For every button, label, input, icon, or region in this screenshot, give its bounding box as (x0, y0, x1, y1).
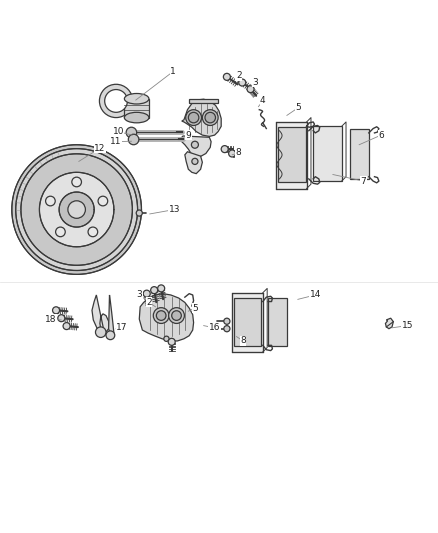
Circle shape (186, 110, 201, 125)
Text: 3: 3 (136, 290, 142, 300)
Circle shape (158, 285, 165, 292)
Circle shape (191, 141, 198, 148)
Polygon shape (234, 298, 261, 346)
Text: 2: 2 (236, 71, 241, 80)
Circle shape (169, 308, 184, 324)
Circle shape (105, 90, 127, 112)
Text: 12: 12 (94, 144, 106, 153)
Text: 13: 13 (169, 205, 180, 214)
Circle shape (58, 314, 65, 322)
Ellipse shape (124, 112, 149, 123)
Circle shape (202, 110, 218, 125)
Circle shape (59, 192, 94, 227)
Circle shape (16, 149, 138, 270)
Circle shape (223, 74, 230, 80)
Circle shape (164, 336, 169, 342)
Text: 6: 6 (378, 131, 384, 140)
Circle shape (53, 307, 60, 314)
Text: 14: 14 (310, 290, 321, 300)
Circle shape (172, 311, 181, 320)
Polygon shape (189, 99, 218, 103)
Text: 18: 18 (45, 314, 56, 324)
Text: 17: 17 (116, 324, 127, 332)
Text: 7: 7 (360, 176, 367, 185)
Polygon shape (139, 294, 194, 341)
Text: 3: 3 (252, 78, 258, 87)
Polygon shape (350, 128, 369, 179)
Circle shape (99, 84, 133, 118)
Circle shape (151, 287, 158, 294)
Text: 11: 11 (110, 137, 122, 146)
Circle shape (126, 127, 137, 138)
Polygon shape (313, 126, 342, 181)
Text: 8: 8 (240, 336, 246, 345)
Polygon shape (92, 295, 109, 333)
Polygon shape (180, 136, 211, 158)
Circle shape (229, 150, 236, 157)
Circle shape (188, 112, 199, 123)
Circle shape (143, 290, 150, 297)
Polygon shape (385, 318, 393, 329)
Circle shape (88, 227, 98, 237)
Circle shape (136, 210, 142, 216)
Circle shape (98, 196, 108, 206)
Text: 1: 1 (170, 67, 176, 76)
Polygon shape (268, 298, 287, 346)
Text: 2: 2 (146, 298, 152, 307)
Polygon shape (276, 122, 307, 189)
Text: 5: 5 (295, 103, 301, 112)
Polygon shape (109, 295, 114, 336)
Circle shape (12, 145, 141, 274)
Circle shape (68, 201, 85, 219)
Circle shape (247, 86, 254, 93)
Circle shape (239, 79, 246, 86)
Circle shape (192, 158, 198, 165)
Circle shape (72, 177, 81, 187)
Text: 5: 5 (192, 304, 198, 313)
Circle shape (156, 311, 166, 320)
Text: 15: 15 (402, 321, 413, 330)
Circle shape (224, 326, 230, 332)
Text: 9: 9 (185, 131, 191, 140)
Circle shape (168, 338, 175, 345)
Text: 8: 8 (236, 148, 242, 157)
Circle shape (153, 308, 169, 324)
Text: 10: 10 (113, 127, 124, 136)
Circle shape (56, 227, 65, 237)
Circle shape (128, 134, 139, 145)
Text: 16: 16 (209, 324, 220, 332)
Circle shape (39, 172, 114, 247)
Circle shape (224, 318, 230, 324)
Text: 4: 4 (260, 96, 265, 106)
Circle shape (46, 196, 55, 206)
Circle shape (21, 154, 132, 265)
Circle shape (95, 327, 106, 337)
Polygon shape (124, 99, 149, 118)
Polygon shape (182, 99, 221, 136)
Circle shape (63, 322, 70, 329)
Ellipse shape (124, 93, 149, 104)
Polygon shape (185, 152, 202, 174)
Polygon shape (232, 293, 263, 352)
Polygon shape (278, 127, 306, 182)
Circle shape (221, 146, 228, 152)
Circle shape (106, 331, 115, 340)
Circle shape (205, 112, 215, 123)
